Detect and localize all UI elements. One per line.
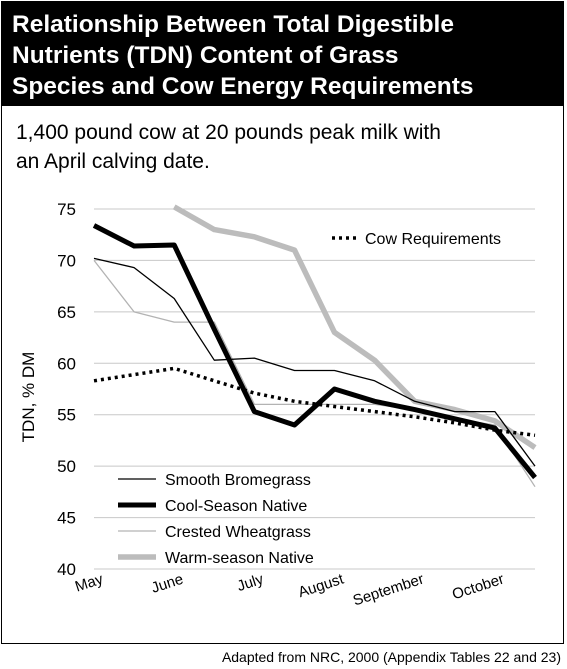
x-tick-label: May	[73, 570, 106, 595]
y-tick-label: 65	[57, 303, 76, 322]
series-lines	[92, 204, 537, 488]
x-tick-label: June	[149, 571, 185, 597]
x-tick-label: September	[351, 571, 426, 610]
y-axis-label: TDN, % DM	[19, 352, 38, 443]
legend-label: Cool-Season Native	[165, 498, 307, 515]
gridlines	[94, 208, 535, 570]
y-tick-label: 45	[57, 509, 76, 528]
source-note: Adapted from NRC, 2000 (Appendix Tables …	[221, 649, 561, 665]
y-tick-label: 50	[57, 457, 76, 476]
legend-label: Warm-season Native	[165, 550, 314, 567]
legend: Cow Requirements Smooth Bromegrass Cool-Se…	[118, 231, 501, 567]
legend-label: Smooth Bromegrass	[165, 472, 311, 489]
y-axis-ticks: 40 45 50 55 60 65 70 75	[57, 200, 76, 579]
title-bar: Relationship Between Total Digestible Nu…	[2, 2, 563, 106]
x-tick-label: August	[296, 570, 346, 601]
y-tick-label: 70	[57, 251, 76, 270]
x-tick-label: October	[450, 571, 506, 604]
legend-label: Crested Wheatgrass	[165, 524, 311, 541]
y-tick-label: 60	[57, 354, 76, 373]
x-axis-ticks: May June July August September October	[73, 570, 506, 609]
series-line-smooth-bromegrass	[93, 257, 536, 467]
y-tick-label: 55	[57, 406, 76, 425]
y-tick-label: 40	[57, 560, 76, 579]
legend-label: Cow Requirements	[365, 231, 501, 248]
chart-title: Relationship Between Total Digestible Nu…	[12, 11, 474, 100]
x-tick-label: July	[235, 570, 266, 595]
chart-frame: Relationship Between Total Digestible Nu…	[1, 1, 564, 644]
series-line-cow-requirements	[93, 366, 536, 438]
series-line-cool-season-native	[92, 223, 537, 480]
series-line-warm-season-native	[172, 204, 537, 450]
y-tick-label: 75	[57, 200, 76, 219]
chart-subtitle: 1,400 pound cow at 20 pounds peak milk w…	[16, 121, 441, 173]
